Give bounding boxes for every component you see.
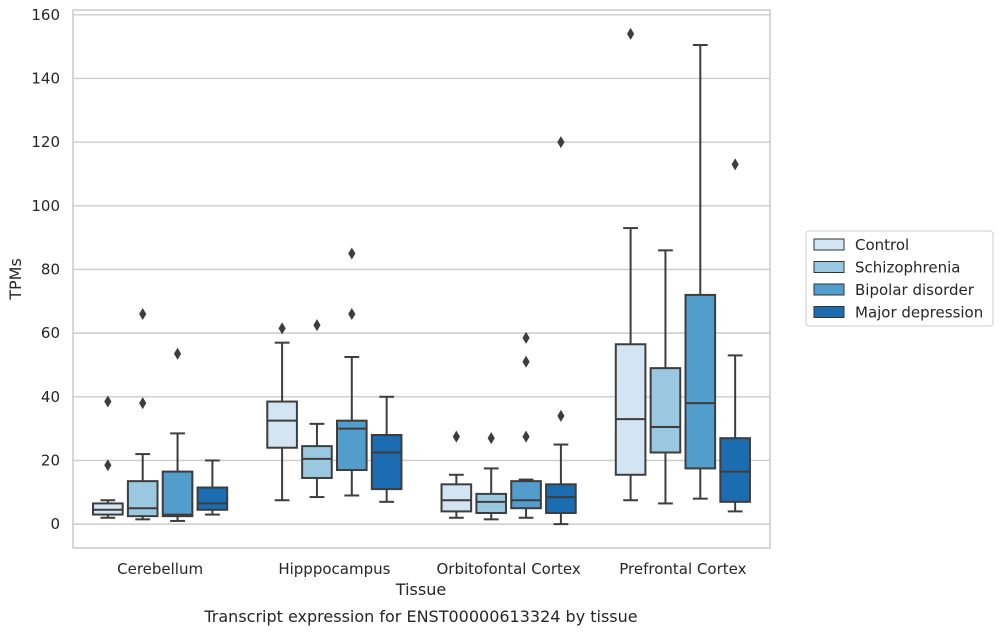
y-tick-label: 0 <box>50 515 60 533</box>
legend-label: Major depression <box>855 304 983 322</box>
x-tick-label: Orbitofontal Cortex <box>437 560 581 578</box>
box-iqr <box>475 492 508 514</box>
legend-label: Schizophrenia <box>855 259 960 277</box>
box-2-0 <box>440 430 473 519</box>
legend: Control Schizophrenia Bipolar disorder Majo… <box>805 230 994 327</box>
legend-swatch <box>813 283 845 296</box>
box-iqr <box>649 367 682 454</box>
y-tick-labels: 0 20 40 60 80 100 120 140 160 <box>31 6 60 533</box>
box-iqr <box>196 486 229 511</box>
outlier-point <box>522 331 530 344</box>
box-3-3 <box>719 158 751 513</box>
box-3-2 <box>684 44 717 500</box>
box-iqr <box>510 480 542 510</box>
y-tick-label: 40 <box>41 388 60 406</box>
box-iqr <box>545 483 577 514</box>
legend-label: Control <box>855 236 909 254</box>
box-2-1 <box>475 432 508 521</box>
y-tick-label: 120 <box>31 133 60 151</box>
outlier-point <box>348 308 356 321</box>
box-2-2 <box>510 331 542 519</box>
y-tick-label: 160 <box>31 6 60 24</box>
box-iqr <box>684 293 717 470</box>
outlier-point <box>278 322 286 335</box>
box-2-3 <box>545 136 577 526</box>
plot-frame <box>72 9 771 549</box>
outlier-point <box>104 395 112 408</box>
box-0-0 <box>92 395 124 519</box>
outlier-point <box>557 136 565 149</box>
outlier-point <box>522 355 530 368</box>
outlier-point <box>487 432 495 445</box>
box-1-1 <box>301 319 333 499</box>
box-1-0 <box>266 322 298 502</box>
x-tick-label: Hipppocampus <box>278 560 390 578</box>
y-tick-label: 80 <box>41 260 60 278</box>
outlier-point <box>173 347 182 360</box>
box-iqr <box>370 433 403 491</box>
outlier-point <box>731 158 739 171</box>
y-tick-label: 100 <box>31 197 60 215</box>
box-3-1 <box>649 249 682 505</box>
legend-frame <box>805 230 994 327</box>
box-0-2 <box>161 347 194 522</box>
box-iqr <box>126 480 159 518</box>
box-iqr <box>719 437 751 503</box>
outlier-point <box>627 27 635 40</box>
outlier-point <box>313 319 321 332</box>
x-tick-label: Cerebellum <box>117 560 203 578</box>
box-iqr <box>266 400 298 449</box>
outlier-point <box>139 397 147 410</box>
y-tick-label: 140 <box>31 69 60 87</box>
outlier-point <box>452 430 460 443</box>
legend-swatch <box>813 306 845 318</box>
y-tick-label: 60 <box>41 324 60 342</box>
grid-lines <box>73 14 770 525</box>
outlier-point <box>104 459 112 472</box>
box-1-3 <box>370 395 403 503</box>
outlier-point <box>139 308 147 321</box>
box-iqr <box>301 445 333 479</box>
y-tick-label: 20 <box>41 451 60 469</box>
legend-swatch <box>813 261 845 273</box>
legend-label: Bipolar disorder <box>855 281 975 299</box>
box-1-2 <box>335 247 368 497</box>
x-tick-labels: Cerebellum Hipppocampus Orbitofontal Corte… <box>117 560 746 578</box>
boxes <box>92 27 751 526</box>
x-axis-label: Tissue <box>395 580 446 599</box>
outlier-point <box>557 409 565 422</box>
y-axis-label: TPMs <box>6 258 25 301</box>
box-iqr <box>440 483 473 513</box>
box-0-3 <box>196 459 229 516</box>
box-0-1 <box>126 308 159 521</box>
x-tick-label: Prefrontal Cortex <box>619 560 746 578</box>
outlier-point <box>522 430 530 443</box>
legend-swatch <box>813 238 845 251</box>
box-3-0 <box>614 27 647 502</box>
chart-caption: Transcript expression for ENST0000061332… <box>203 607 637 626</box>
outlier-point <box>348 247 356 260</box>
box-iqr <box>614 343 647 476</box>
box-iqr <box>161 470 194 518</box>
